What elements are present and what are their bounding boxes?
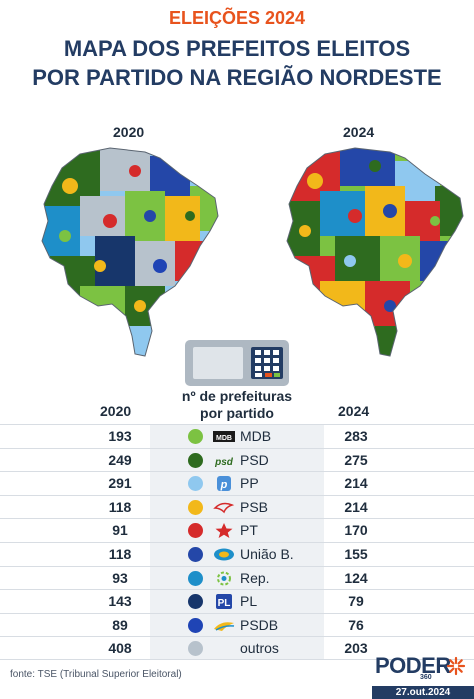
pp-logo-icon: p <box>217 476 231 492</box>
psd-logo-icon: psd <box>214 457 234 468</box>
pl-logo-icon: PL <box>216 594 232 610</box>
table-row: 249 psd PSD 275 <box>0 447 474 472</box>
value-2024: 155 <box>344 545 368 562</box>
value-2024: 214 <box>344 498 368 515</box>
party-name: PSD <box>240 451 269 468</box>
party-name: Rep. <box>240 569 270 586</box>
party-color-dot <box>188 476 203 492</box>
party-color-dot <box>188 594 203 610</box>
table-row: 291 p PP 214 <box>0 471 474 495</box>
mdb-logo-icon: MDB <box>213 431 235 442</box>
value-2020: 408 <box>108 640 132 657</box>
value-2024: 275 <box>344 451 368 468</box>
party-name: PP <box>240 475 259 492</box>
svg-text:p: p <box>220 479 228 491</box>
brand-logo: PODER <box>375 653 451 678</box>
value-2020: 91 <box>112 522 128 539</box>
map-2020 <box>40 146 225 361</box>
brand-sub: 360 <box>420 674 432 681</box>
table-row: 143 PL PL 79 <box>0 589 474 613</box>
value-2020: 193 <box>108 428 132 444</box>
pt-star-logo-icon <box>215 523 233 539</box>
table-row: 118 União B. 155 <box>0 541 474 566</box>
kicker: ELEIÇÕES 2024 <box>168 8 306 28</box>
party-name: PL <box>240 593 258 610</box>
party-name: União B. <box>240 545 294 562</box>
value-2024: 170 <box>344 522 368 539</box>
svg-text:MDB: MDB <box>216 435 232 442</box>
party-color-dot <box>188 570 203 586</box>
value-2020: 143 <box>108 593 132 610</box>
party-table: 193 MDB MDB 283 249 psd PSD 275 291 p PP… <box>0 424 474 660</box>
table-row: 118 PSB 214 <box>0 494 474 519</box>
table-row: 93 Rep. 124 <box>0 565 474 590</box>
party-name: PT <box>240 522 258 539</box>
svg-text:PL: PL <box>218 598 231 609</box>
map-2020-graphic <box>41 147 219 357</box>
psdb-logo-icon <box>214 622 235 631</box>
poder360-mark-icon <box>446 656 466 676</box>
value-2024: 124 <box>344 569 368 586</box>
value-2020: 118 <box>108 498 132 515</box>
table-heading-line-2: por partido <box>200 405 274 421</box>
party-color-dot <box>188 546 203 562</box>
value-2024: 203 <box>344 640 368 657</box>
source-note: fonte: TSE (Tribunal Superior Eleitoral) <box>10 669 182 680</box>
column-header-2024: 2024 <box>338 403 370 419</box>
table-row: 89 PSDB 76 <box>0 612 474 637</box>
ballot-machine-icon <box>183 338 291 388</box>
party-color-dot <box>188 452 203 468</box>
svg-text:psd: psd <box>214 457 234 468</box>
table-row: 408 outros 203 <box>0 636 474 660</box>
party-name: PSDB <box>240 616 279 633</box>
party-color-dot <box>188 499 203 515</box>
value-2020: 89 <box>112 616 128 633</box>
party-name: outros <box>240 640 279 657</box>
uniao-logo-icon <box>214 548 234 561</box>
table-heading: nº de prefeituras por partido <box>150 388 324 422</box>
table-row: 193 MDB MDB 283 <box>0 424 474 448</box>
party-color-dot <box>188 641 203 657</box>
table-row: 91 PT 170 <box>0 518 474 542</box>
psb-logo-icon <box>213 502 235 514</box>
title-line-1: MAPA DOS PREFEITOS ELEITOS <box>63 36 411 61</box>
table-heading-line-1: nº de prefeituras <box>181 388 293 404</box>
value-2024: 76 <box>348 616 364 633</box>
party-color-dot <box>188 429 203 444</box>
map-2024-graphic <box>286 147 464 357</box>
value-2020: 249 <box>108 451 132 468</box>
publish-date: 27.out.2024 <box>372 686 474 699</box>
party-color-dot <box>188 617 203 633</box>
republicanos-logo-icon <box>217 571 231 586</box>
value-2020: 93 <box>112 569 128 586</box>
map-year-2024: 2024 <box>343 124 375 140</box>
party-color-dot <box>188 523 203 539</box>
map-year-2020: 2020 <box>113 124 145 140</box>
map-2024 <box>285 146 470 361</box>
value-2020: 291 <box>108 475 132 492</box>
page-title: MAPA DOS PREFEITOS ELEITOS POR PARTIDO N… <box>0 34 474 92</box>
title-line-2: POR PARTIDO NA REGIÃO NORDESTE <box>32 65 442 90</box>
value-2020: 118 <box>108 545 132 562</box>
party-name: MDB <box>240 428 272 444</box>
value-2024: 214 <box>344 475 368 492</box>
value-2024: 79 <box>348 593 364 610</box>
party-name: PSB <box>240 498 269 515</box>
column-header-2020: 2020 <box>100 403 132 419</box>
value-2024: 283 <box>344 428 368 444</box>
